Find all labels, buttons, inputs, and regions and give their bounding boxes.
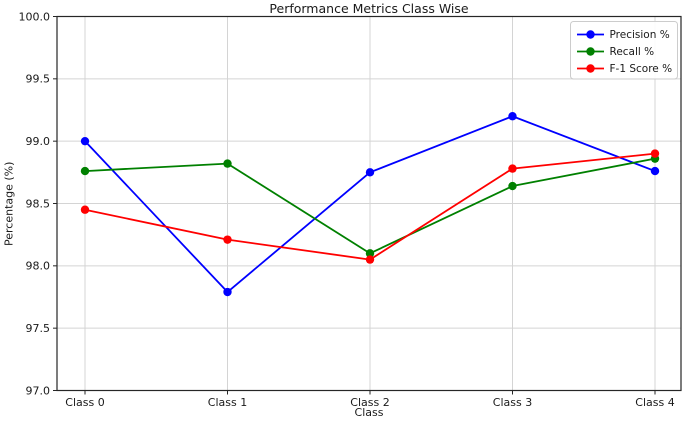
data-point [365,255,375,264]
data-point [508,112,517,121]
data-point [365,249,375,258]
y-axis-label: Percentage (%) [2,161,16,247]
data-point [223,287,232,297]
legend-item-precision-: Precision % [577,29,670,41]
y-tick-label: 100.0 [19,10,51,23]
data-point [650,149,660,158]
x-tick-label: Class 2 [350,396,389,409]
legend-marker [586,47,595,56]
y-tick-label: 98.0 [26,260,51,273]
x-tick-label: Class 0 [65,396,104,409]
data-point [508,181,517,191]
legend-item-recall-: Recall % [577,46,654,58]
chart-title: Performance Metrics Class Wise [269,1,469,16]
data-point [365,168,375,177]
legend-label: Precision % [610,29,670,41]
y-tick-label: 97.5 [26,322,51,335]
data-point [80,205,90,214]
y-tick-label: 99.0 [26,135,51,148]
x-axis-label: Class [354,406,384,419]
data-point [223,159,232,168]
x-tick-label: Class 1 [208,396,247,409]
data-point [80,166,90,176]
data-point [223,235,232,244]
legend: Precision % Recall % F-1 Score % [570,21,678,80]
legend-marker [586,64,595,73]
y-tick-label: 98.5 [26,197,51,210]
y-tick-label: 99.5 [26,73,51,86]
y-tick-label: 97.0 [26,384,51,397]
x-tick-label: Class 3 [493,396,532,409]
data-point [650,166,660,176]
data-point [80,136,90,146]
legend-item-f-1-score-: F-1 Score % [577,63,672,75]
legend-marker [586,30,595,39]
legend-label: F-1 Score % [610,63,673,75]
legend-label: Recall % [610,46,655,58]
data-point [508,164,517,173]
x-tick-label: Class 4 [635,396,674,409]
legend-box [570,21,678,80]
